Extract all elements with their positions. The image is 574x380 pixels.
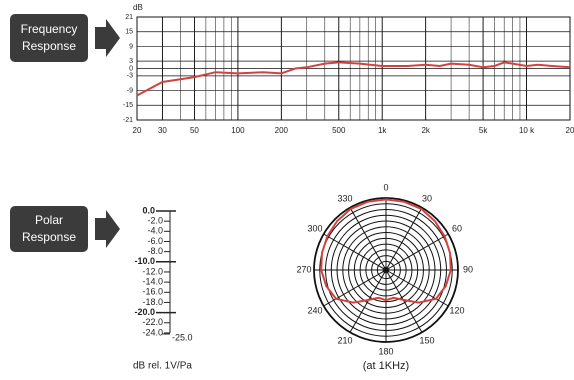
y-tick-label: -3 — [127, 73, 133, 80]
angle-label: 120 — [449, 305, 464, 315]
angle-label: 210 — [337, 335, 352, 345]
arrow — [95, 210, 120, 248]
x-tick-label: 10 k — [519, 126, 535, 135]
scale-tick-label: -4.0 — [147, 226, 163, 236]
polar-spoke — [323, 233, 387, 271]
y-tick-label: 15 — [125, 29, 133, 36]
polar-spoke — [349, 269, 387, 333]
scale-caption: dB rel. 1V/Pa — [133, 361, 192, 372]
scale-tick-label: -2.0 — [147, 216, 163, 226]
y-tick-label: -21 — [123, 117, 133, 124]
y-axis-label: dB — [133, 3, 143, 12]
y-tick-label: 21 — [125, 14, 133, 21]
response-curve — [136, 61, 571, 97]
section-polar: Polar Response — [10, 206, 120, 252]
angle-label: 0 — [383, 182, 388, 192]
angle-label: 90 — [463, 264, 473, 274]
section-label: Response — [22, 39, 76, 53]
angle-label: 330 — [337, 193, 352, 203]
x-tick-label: 100 — [231, 126, 245, 135]
x-tick-label: 30 — [158, 126, 167, 135]
x-tick-label: 2k — [421, 126, 430, 135]
angle-label: 240 — [307, 305, 322, 315]
y-tick-label: 9 — [129, 43, 133, 50]
angle-label: 150 — [419, 335, 434, 345]
x-tick-label: 5k — [479, 126, 488, 135]
section-label: Frequency — [21, 22, 78, 36]
section-label: Polar — [35, 213, 63, 227]
polar-spoke — [385, 269, 449, 307]
polar-spoke — [385, 269, 423, 333]
scale-tick-label: -24.0 — [142, 327, 163, 337]
scale-tick-label: -14.0 — [142, 276, 163, 286]
scale-tick-label: -12.0 — [142, 266, 163, 276]
angle-label: 270 — [296, 264, 311, 274]
section-frequency: Frequency Response — [10, 14, 120, 62]
x-tick-label: 20 — [566, 126, 574, 135]
scale-tick-label: -22.0 — [142, 317, 163, 327]
y-tick-label: 0 — [129, 65, 133, 72]
polar-spoke — [323, 269, 387, 307]
x-tick-label: 50 — [190, 126, 199, 135]
section-box — [10, 14, 88, 62]
polar-spoke — [385, 233, 449, 271]
angle-label: 300 — [307, 223, 322, 233]
angle-label: 30 — [422, 193, 432, 203]
y-tick-label: -15 — [123, 102, 133, 109]
arrow — [95, 19, 120, 57]
angle-label: 180 — [378, 346, 393, 356]
scale-tick-label: -18.0 — [142, 297, 163, 307]
scale-tick-label: 0.0 — [142, 205, 155, 215]
x-tick-label: 500 — [332, 126, 346, 135]
scale-tick-label: -16.0 — [142, 287, 163, 297]
scale-tick-label: -6.0 — [147, 236, 163, 246]
scale-tick-label: -20.0 — [134, 307, 155, 317]
x-tick-label: 200 — [275, 126, 289, 135]
scale-tick-label: -10.0 — [134, 256, 155, 266]
scale-tick-label: -25.0 — [172, 332, 193, 342]
x-tick-label: 20 — [133, 126, 142, 135]
scale-tick-label: -8.0 — [147, 246, 163, 256]
section-label: Response — [22, 230, 76, 244]
section-box — [10, 206, 88, 252]
x-tick-label: 1k — [378, 126, 387, 135]
y-tick-label: -9 — [127, 87, 133, 94]
polar-caption: (at 1KHz) — [363, 360, 409, 372]
angle-label: 60 — [452, 223, 462, 233]
polar-spoke — [385, 207, 423, 271]
polar-spoke — [349, 207, 387, 271]
y-tick-label: 3 — [129, 58, 133, 65]
polar-pattern — [320, 198, 452, 304]
